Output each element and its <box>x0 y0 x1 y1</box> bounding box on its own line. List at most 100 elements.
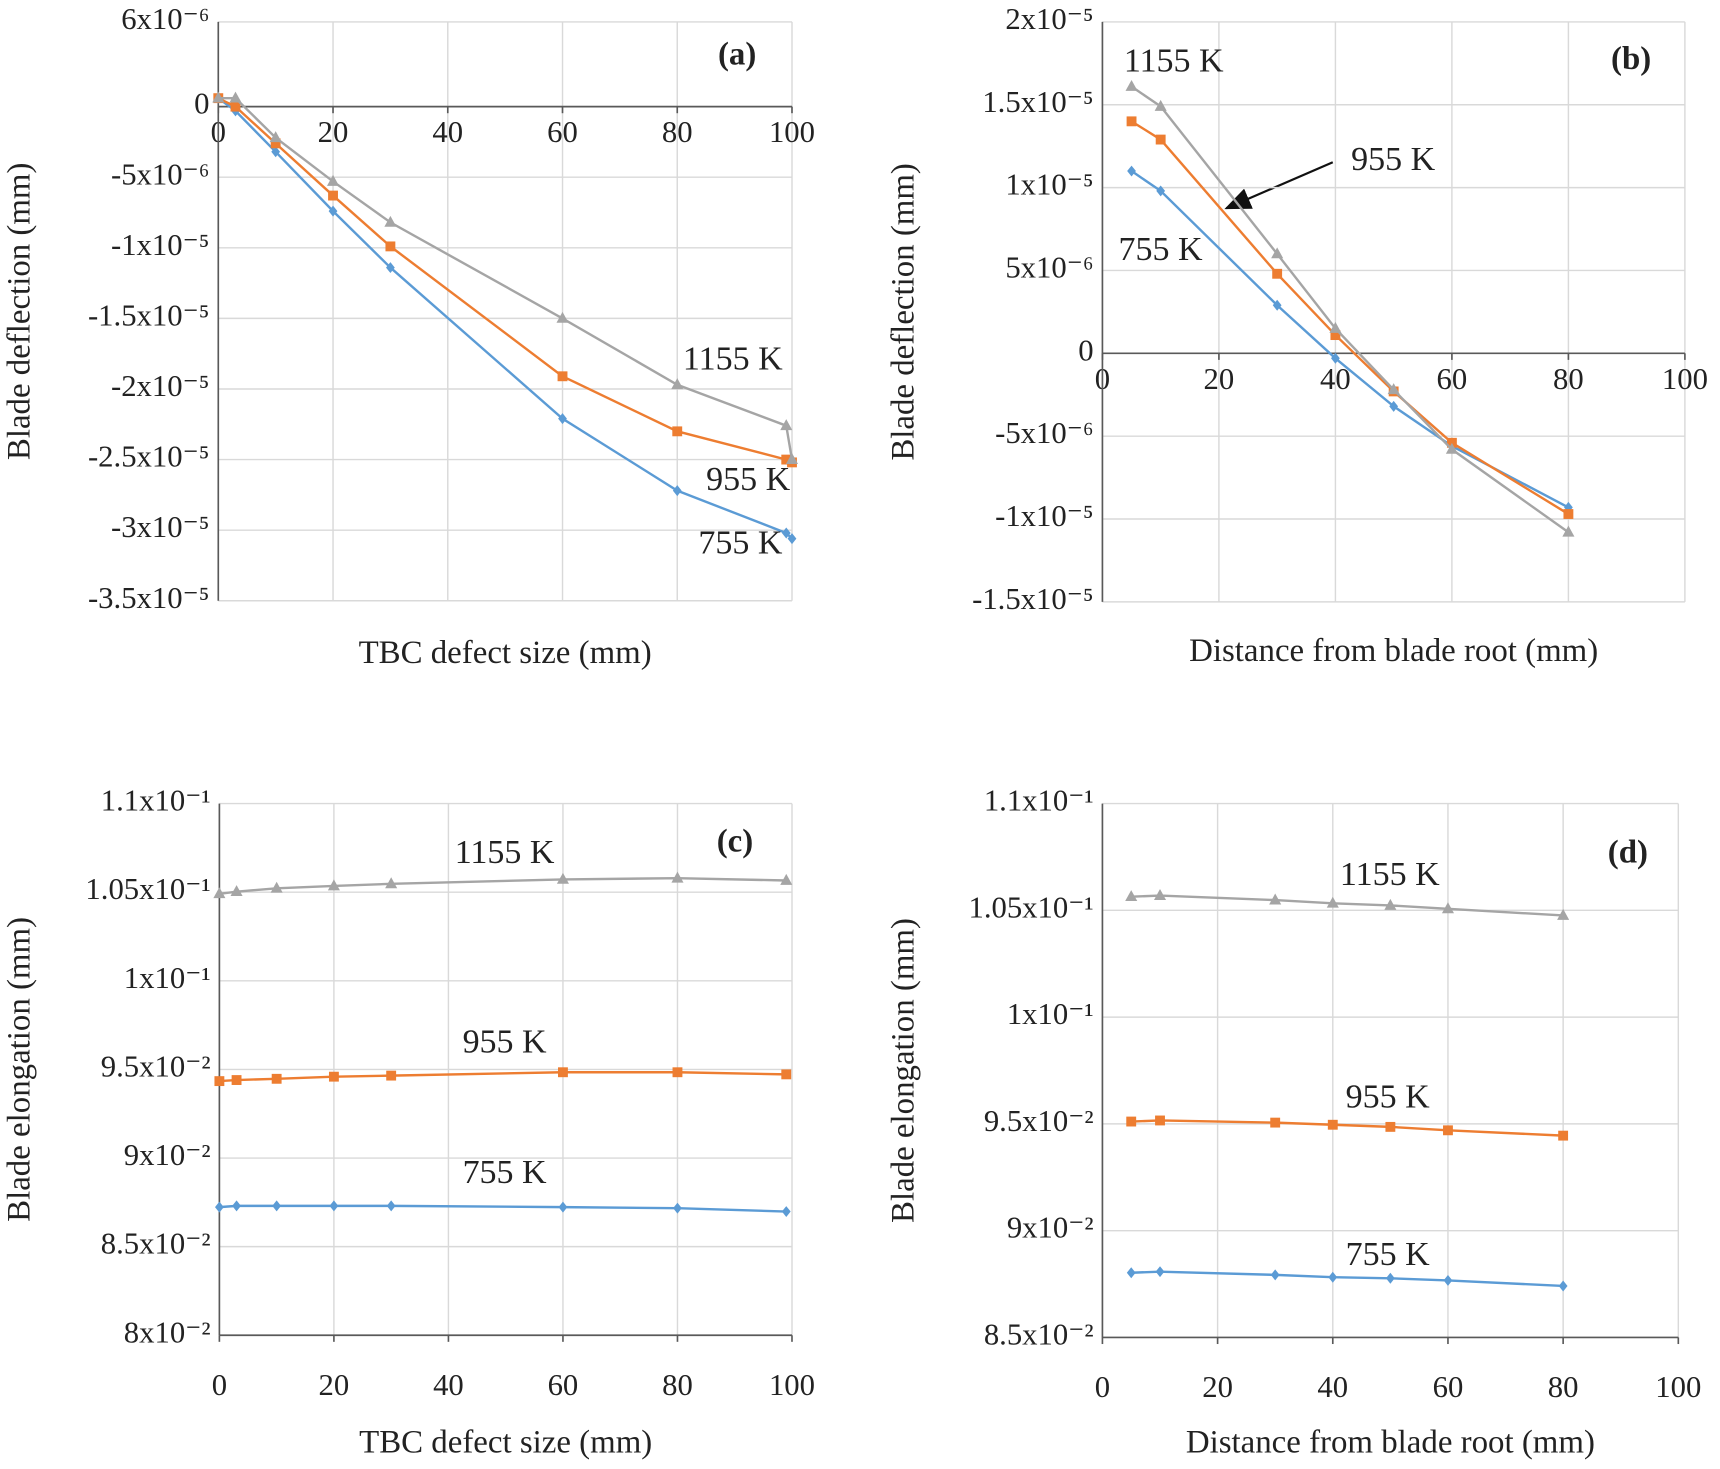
y-tick-label: -3.5x10⁻⁵ <box>88 581 210 615</box>
series-line <box>219 876 787 895</box>
marker <box>213 887 226 899</box>
marker <box>1329 321 1342 333</box>
marker <box>214 1076 225 1087</box>
x-tick-label: 80 <box>1548 1370 1579 1404</box>
annotation-arrow <box>1224 161 1334 210</box>
marker <box>1443 1125 1453 1136</box>
marker <box>785 452 799 464</box>
y-tick-label: -2x10⁻⁵ <box>111 369 210 403</box>
x-axis-title: Distance from blade root (mm) <box>1186 1424 1595 1460</box>
marker <box>328 190 338 201</box>
marker <box>327 879 340 891</box>
marker <box>269 131 282 143</box>
y-tick-label: 8.5x10⁻² <box>984 1318 1094 1352</box>
marker <box>1269 893 1282 905</box>
marker <box>232 1200 241 1212</box>
series-label: 955 K <box>1346 1078 1430 1115</box>
x-tick-label: 20 <box>1202 1370 1233 1404</box>
x-tick-label: 80 <box>662 115 693 149</box>
x-tick-label: 100 <box>1655 1370 1701 1404</box>
marker <box>781 454 792 465</box>
x-tick-label: 80 <box>1553 362 1584 396</box>
marker <box>1562 525 1575 537</box>
marker <box>385 241 396 252</box>
y-tick-label: 0 <box>194 87 209 121</box>
marker <box>1443 1274 1453 1286</box>
x-tick-label: 20 <box>319 1368 350 1402</box>
marker <box>1385 1121 1396 1132</box>
x-tick-label: 40 <box>433 1368 464 1402</box>
marker <box>780 873 793 885</box>
series-line <box>1131 1119 1564 1137</box>
marker <box>385 877 398 889</box>
marker <box>1271 247 1284 259</box>
marker <box>1127 165 1136 177</box>
series-label: 1155 K <box>455 834 555 871</box>
marker <box>780 419 793 431</box>
marker <box>557 371 568 382</box>
y-tick-label: 1.5x10⁻⁵ <box>982 85 1093 119</box>
marker <box>328 1071 339 1082</box>
y-tick-label: -3x10⁻⁵ <box>111 510 210 544</box>
x-tick-label: 60 <box>1433 1370 1464 1404</box>
series-label: 755 K <box>1346 1236 1430 1273</box>
y-tick-label: 1.05x10⁻¹ <box>85 872 210 906</box>
x-tick-label: 20 <box>318 115 349 149</box>
x-tick-label: 100 <box>769 115 815 149</box>
series-label: 955 K <box>463 1024 547 1061</box>
series-line <box>1130 120 1570 516</box>
y-tick-label: 5x10⁻⁶ <box>1005 251 1093 285</box>
marker <box>1558 1280 1568 1292</box>
marker <box>671 378 684 390</box>
marker <box>558 1201 568 1213</box>
marker <box>270 881 283 893</box>
x-axis-title: TBC defect size (mm) <box>359 1424 652 1460</box>
x-axis-title: TBC defect size (mm) <box>359 635 652 671</box>
y-axis-title: Blade deflection (mm) <box>886 163 922 461</box>
series-line <box>218 96 794 460</box>
panel-label: (a) <box>718 37 756 73</box>
series-label: 755 K <box>698 525 782 562</box>
panel-label: (b) <box>1611 41 1651 77</box>
marker <box>673 1202 682 1214</box>
x-tick-label: 40 <box>432 115 463 149</box>
series-line <box>219 1071 787 1083</box>
marker <box>272 1200 282 1212</box>
series-line <box>1131 1270 1564 1288</box>
series-line <box>219 1204 787 1213</box>
y-tick-label: 2x10⁻⁵ <box>1005 2 1093 36</box>
y-tick-label: -1.5x10⁻⁵ <box>88 298 210 332</box>
y-tick-label: 0 <box>1078 333 1093 367</box>
marker <box>1154 99 1167 111</box>
y-tick-label: 1.1x10⁻¹ <box>101 784 211 818</box>
x-axis-title: Distance from blade root (mm) <box>1189 633 1598 669</box>
x-tick-label: 100 <box>769 1368 815 1402</box>
series-label: 1155 K <box>1340 856 1440 893</box>
marker <box>1330 330 1341 341</box>
y-tick-label: 9x10⁻² <box>1007 1211 1094 1245</box>
marker <box>386 1200 396 1212</box>
marker <box>1327 1119 1338 1130</box>
series-line <box>1130 170 1569 509</box>
y-tick-label: 1.05x10⁻¹ <box>968 890 1093 924</box>
y-tick-label: 1x10⁻¹ <box>124 961 211 995</box>
marker <box>1445 442 1458 454</box>
series-label: 755 K <box>463 1154 547 1191</box>
marker <box>326 174 340 186</box>
marker <box>781 1206 791 1218</box>
x-tick-label: 60 <box>547 115 578 149</box>
y-tick-label: -2.5x10⁻⁵ <box>88 440 210 474</box>
marker <box>328 205 338 217</box>
series-label: 955 K <box>1351 141 1435 178</box>
marker <box>384 215 397 227</box>
marker <box>1331 352 1340 364</box>
y-tick-label: 8.5x10⁻² <box>101 1227 211 1261</box>
marker <box>1126 1116 1137 1127</box>
marker <box>1155 1266 1165 1278</box>
y-tick-label: 9.5x10⁻² <box>101 1049 211 1083</box>
marker <box>556 311 569 323</box>
series-label: 1155 K <box>1124 42 1224 79</box>
y-axis-title: Blade deflection (mm) <box>1 163 37 461</box>
